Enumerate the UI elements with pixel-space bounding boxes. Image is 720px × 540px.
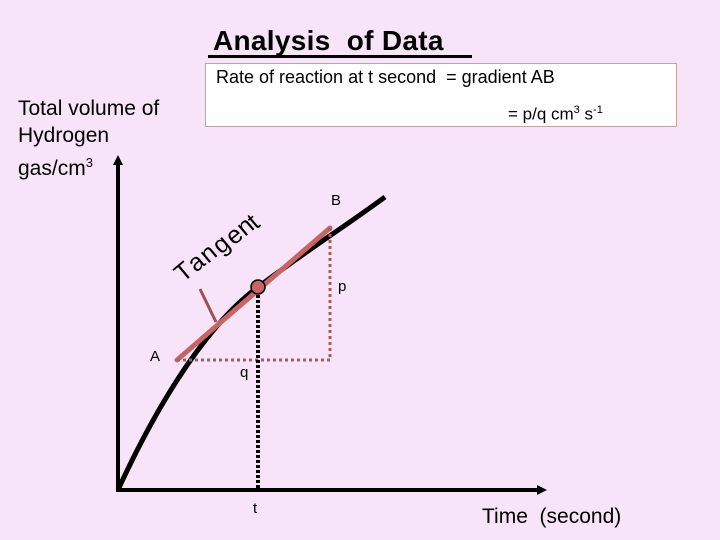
x-axis-label: Time (second) (482, 505, 622, 528)
formula-line-1: Rate of reaction at t second = gradient … (216, 67, 555, 87)
tangent-pointer (198, 288, 218, 323)
formula-exponent-1: 3 (573, 104, 580, 116)
t-label: t (253, 500, 258, 517)
tangent-word: T a n g e n t (169, 209, 265, 288)
y-axis-label-line-3: gas/cm3 (18, 149, 159, 182)
page-title: Analysis of Data (213, 25, 444, 56)
y-axis-label-line-1: Total volume of (18, 97, 160, 120)
formula-line-2-mid: s (579, 104, 594, 124)
tangent-line (174, 225, 333, 363)
point-a-label: A (150, 348, 161, 365)
q-label: q (240, 364, 249, 381)
title-underline (208, 55, 472, 58)
point-b-label: B (331, 192, 342, 209)
formula-box: Rate of reaction at t second = gradient … (205, 63, 677, 127)
formula-line-2: = p/q cm3 s-1 (508, 104, 603, 125)
formula-line-2-prefix: = p/q cm (508, 104, 574, 124)
tangent-point (250, 279, 266, 295)
p-label: p (338, 278, 347, 295)
formula-exponent-2: -1 (593, 104, 603, 116)
y-axis-label-line-2: Hydrogen (18, 124, 110, 147)
reaction-curve (115, 194, 387, 492)
y-axis-label-unit: gas/cm (18, 157, 86, 180)
y-axis-label-exponent: 3 (85, 155, 93, 170)
y-axis-label: Total volume of Hydrogen gas/cm3 (18, 95, 159, 182)
